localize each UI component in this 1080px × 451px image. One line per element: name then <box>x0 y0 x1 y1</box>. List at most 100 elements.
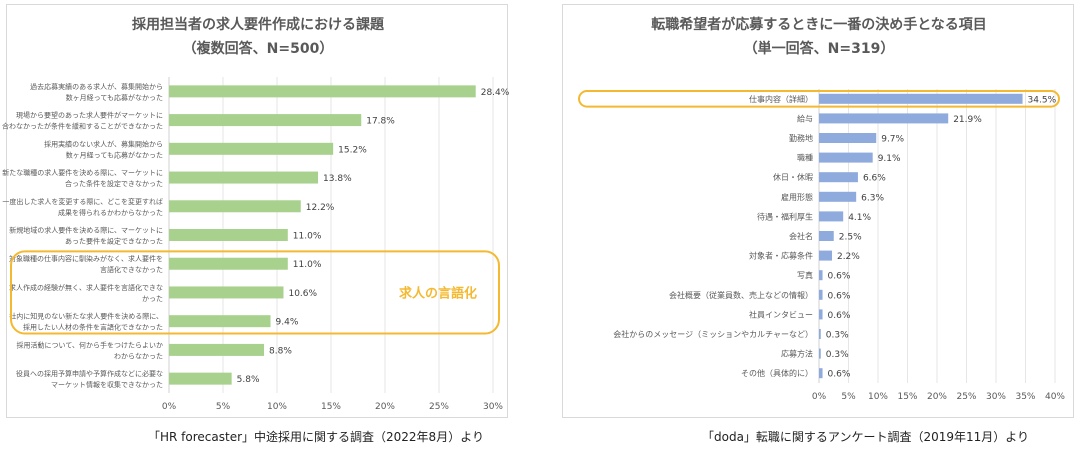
left_chart-category-label: 新規地域の求人要件を決める際に、マーケットに <box>9 226 163 235</box>
right_chart-x-tick-label: 0% <box>812 392 827 402</box>
right_chart-category-label: 休日・休暇 <box>773 172 813 182</box>
left_chart-category-label: 一度出した求人を変更する際に、どこを変更すれば <box>2 197 163 206</box>
left_chart-category-label: 採用実績のない求人が、募集開始から <box>44 139 163 148</box>
left_chart-value-label: 9.4% <box>276 318 299 328</box>
left_chart-value-label: 17.8% <box>366 117 395 127</box>
right_chart-value-label: 6.3% <box>861 193 884 203</box>
right_chart-value-label: 0.3% <box>826 350 849 360</box>
right_chart-category-label: 対象者・応募条件 <box>749 251 813 261</box>
left_chart-bar <box>169 343 265 356</box>
right_chart-x-tick-label: 40% <box>1045 392 1065 402</box>
left_chart-bar <box>169 114 362 127</box>
left_chart-category-label: 過去応募実績のある求人が、募集開始から <box>30 82 163 91</box>
left_chart-x-tick-label: 15% <box>321 402 341 412</box>
right_chart-bar <box>819 231 834 241</box>
left_chart-value-label: 11.0% <box>293 232 322 242</box>
right_chart-bar <box>819 133 877 143</box>
right_chart-value-label: 9.7% <box>881 135 904 145</box>
right_chart-category-label: 会社概要（従業員数、売上などの情報） <box>669 290 813 300</box>
right_chart-value-label: 2.2% <box>837 252 860 262</box>
right_chart-category-label: 応募方法 <box>781 349 813 359</box>
left_chart-category-label: 対象職種の仕事内容に馴染みがなく、求人要件を <box>9 254 163 263</box>
right_chart-x-tick-label: 30% <box>986 392 1006 402</box>
left-chart-panel: 採用担当者の求人要件作成における課題 （複数回答、N=500） 0% 5% 10% 15%… <box>2 4 510 418</box>
left_chart-category-label: 役員への採用予算申請や予算作成などに必要な <box>16 369 163 378</box>
right_chart-category-label: 写真 <box>797 270 813 280</box>
left_chart-bar <box>169 229 288 241</box>
left_chart-bar <box>169 286 284 299</box>
left_chart-value-label: 28.4% <box>481 88 510 98</box>
right_chart-value-label: 0.3% <box>826 331 849 341</box>
right_chart-x-tick-label: 10% <box>868 392 888 402</box>
left_chart-highlight-box <box>10 250 500 335</box>
left_chart-category-label: 採用活動について、何から手をつけたらよいか <box>17 340 163 349</box>
right_chart-category-label: 待遇・福利厚生 <box>757 211 813 221</box>
left_chart-category-label: 合った条件を設定できなかった <box>65 179 163 188</box>
left_chart-category-label: 成果を得られるかわからなかった <box>58 208 163 217</box>
left_chart-value-label: 13.8% <box>323 174 352 184</box>
right_chart-value-label: 34.5% <box>1028 95 1057 105</box>
left_chart-category-label: 求人作成の経験が無く、求人要件を言語化できな <box>9 283 163 292</box>
right_chart-bar <box>819 191 857 202</box>
right_chart-value-label: 2.5% <box>839 233 862 243</box>
right_chart-category-label: 勤務地 <box>789 133 813 143</box>
left_chart-x-tick-label: 25% <box>429 402 449 412</box>
right_chart-category-label: 職種 <box>797 153 813 163</box>
right_chart-bar <box>819 270 823 281</box>
right_chart-bar <box>819 211 844 222</box>
left_chart-x-tick-label: 30% <box>483 402 503 412</box>
left_chart-highlight-label: 求人の言語化 <box>399 285 477 301</box>
left_chart-category-label: 現場から要望のあった求人要件がマーケットに <box>16 111 163 120</box>
right-chart-svg: 転職希望者が応募するときに一番の決め手となる項目 （単一回答、N=319） 0% 5%… <box>578 16 1065 402</box>
left_chart-bar <box>169 142 334 155</box>
right_chart-bar <box>819 113 949 124</box>
right_chart-x-tick-label: 5% <box>841 392 856 402</box>
left_chart-category-label: 数ヶ月経っても応募がなかった <box>66 150 163 159</box>
left_chart-subtitle: （複数回答、N=500） <box>183 40 334 57</box>
left_chart-category-label: かった <box>142 295 163 303</box>
left_chart-category-label: わからなかった <box>114 352 163 360</box>
left_chart-value-label: 5.8% <box>237 375 260 385</box>
left_chart-bar <box>169 171 319 184</box>
left_chart-category-label: 採用したい人材の条件を言語化できなかった <box>23 323 163 332</box>
right_chart-x-tick-label: 35% <box>1015 392 1035 402</box>
left_chart-x-tick-label: 0% <box>162 402 177 412</box>
right_chart-value-label: 0.6% <box>828 291 851 301</box>
left-source-caption: 「HR forecaster」中途採用に関する調査（2022年8月）より <box>148 430 484 444</box>
right_chart-bar <box>819 289 823 300</box>
right_chart-bar <box>819 368 823 379</box>
left_chart-bar <box>169 315 271 328</box>
right_chart-category-label: 会社からのメッセージ（ミッションやカルチャーなど） <box>613 329 813 339</box>
left_chart-x-tick-label: 10% <box>267 402 287 412</box>
left_chart-x-tick-label: 20% <box>375 402 395 412</box>
right_chart-bar <box>819 172 858 183</box>
right-chart-panel: 転職希望者が応募するときに一番の決め手となる項目 （単一回答、N=319） 0% 5%… <box>562 4 1074 418</box>
right_chart-category-label: 会社名 <box>789 231 813 241</box>
right_chart-bar <box>819 250 832 261</box>
right_chart-x-tick-label: 20% <box>927 392 947 402</box>
right_chart-bar <box>819 309 823 320</box>
right_chart-bar <box>819 348 821 359</box>
right_chart-category-label: 社員インタビュー <box>749 309 813 319</box>
left_chart-bar <box>169 200 301 213</box>
left_chart-title: 採用担当者の求人要件作成における課題 <box>132 16 385 33</box>
right_chart-value-label: 21.9% <box>953 115 982 125</box>
right_chart-title: 転職希望者が応募するときに一番の決め手となる項目 <box>651 16 987 33</box>
right_chart-category-label: 雇用形態 <box>781 192 813 202</box>
right_chart-x-tick-label: 15% <box>897 392 917 402</box>
right_chart-bar <box>819 329 821 339</box>
right_chart-value-label: 4.1% <box>848 213 871 223</box>
left_chart-category-label: 新たな職種の求人要件を決める際に、マーケットに <box>2 168 163 177</box>
right_chart-bar <box>819 93 1023 104</box>
right_chart-value-label: 6.6% <box>863 174 886 184</box>
left_chart-category-label: 数ヶ月経っても応募がなかった <box>66 93 163 102</box>
right_chart-value-label: 9.1% <box>878 154 901 164</box>
left_chart-value-label: 15.2% <box>338 145 367 155</box>
right_chart-bar <box>819 152 873 163</box>
left_chart-bar <box>169 372 232 385</box>
right_chart-category-label: 仕事内容（詳細） <box>749 94 813 104</box>
left_chart-category-label: 言語化できなかった <box>100 265 163 274</box>
right_chart-value-label: 0.6% <box>828 272 851 282</box>
right_chart-subtitle: （単一回答、N=319） <box>744 40 895 57</box>
left-chart-svg: 採用担当者の求人要件作成における課題 （複数回答、N=500） 0% 5% 10% 15%… <box>2 16 510 412</box>
